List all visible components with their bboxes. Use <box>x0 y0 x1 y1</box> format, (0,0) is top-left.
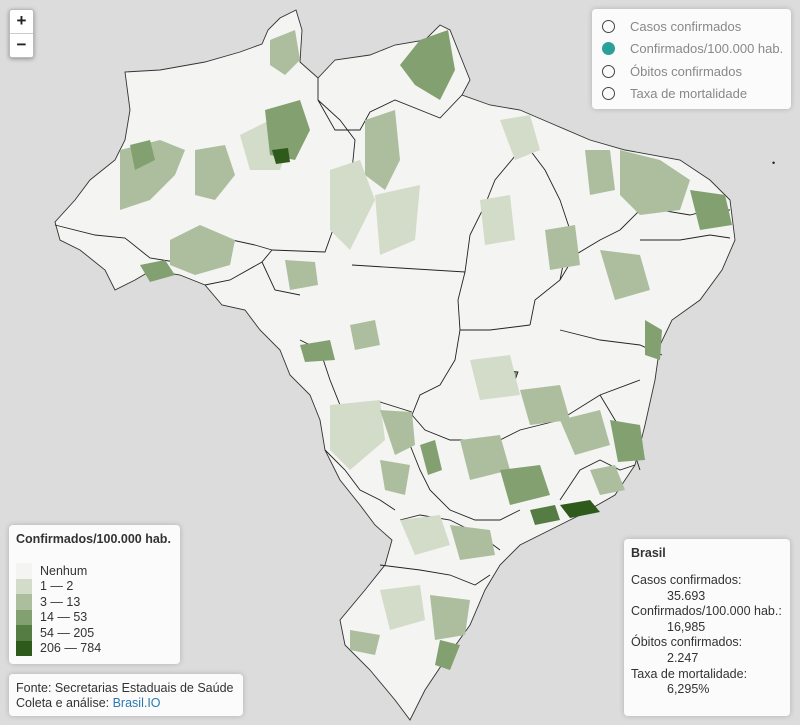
offshore-island-marker: • <box>772 158 775 168</box>
obitos-label: Óbitos confirmados: <box>631 635 743 650</box>
legend-row: 54 — 205 <box>16 625 94 641</box>
casos-label: Casos confirmados: <box>631 573 742 587</box>
obitos-value: 2.247 <box>667 650 699 665</box>
brasil-io-link[interactable]: Brasil.IO <box>112 696 161 710</box>
conf100-label: Confirmados/100.000 hab.: <box>631 604 782 619</box>
source-line: Fonte: Secretarias Estaduais de Saúde <box>16 681 234 695</box>
legend-swatch <box>16 609 32 625</box>
zoom-out-button[interactable]: − <box>16 35 27 54</box>
zoom-in-button[interactable]: + <box>10 10 33 34</box>
municipality-patches <box>120 30 732 670</box>
legend-swatch <box>16 594 32 610</box>
legend-row: Nenhum <box>16 563 87 579</box>
legend-row: 3 — 13 <box>16 594 80 610</box>
taxa-label: Taxa de mortalidade: <box>631 666 748 681</box>
casos-value: 35.693 <box>667 588 706 603</box>
radio-icon[interactable] <box>602 19 615 33</box>
taxa-value: 6,295% <box>667 682 710 697</box>
legend-swatch <box>16 625 32 641</box>
zoom-control: + − <box>9 9 34 58</box>
radio-icon[interactable] <box>602 64 615 78</box>
legend-swatch <box>16 578 32 594</box>
info-title: Brasil <box>631 546 666 560</box>
info-panel: Brasil Casos confirmados: 35.693 Confirm… <box>624 539 790 716</box>
layer-selector: Casos confirmados Confirmados/100.000 ha… <box>592 9 791 109</box>
radio-selected-icon[interactable] <box>602 42 615 56</box>
legend-row: 14 — 53 <box>16 609 87 625</box>
legend-title: Confirmados/100.000 hab. <box>16 532 171 546</box>
legend-row: 206 — 784 <box>16 640 101 656</box>
layer-option-confirmados-100k[interactable]: Confirmados/100.000 hab. <box>592 38 791 61</box>
map-legend: Confirmados/100.000 hab. Nenhum 1 — 2 3 … <box>9 525 180 664</box>
layer-option-taxa[interactable]: Taxa de mortalidade <box>592 83 791 106</box>
analysis-line: Coleta e análise: Brasil.IO <box>16 696 161 710</box>
conf100-value: 16,985 <box>667 619 706 634</box>
legend-row: 1 — 2 <box>16 578 73 594</box>
legend-swatch <box>16 640 32 656</box>
legend-swatch <box>16 563 32 579</box>
radio-icon[interactable] <box>602 87 615 101</box>
source-attribution: Fonte: Secretarias Estaduais de Saúde Co… <box>9 674 243 716</box>
layer-option-obitos[interactable]: Óbitos confirmados <box>592 60 791 83</box>
layer-option-casos[interactable]: Casos confirmados <box>592 15 791 38</box>
